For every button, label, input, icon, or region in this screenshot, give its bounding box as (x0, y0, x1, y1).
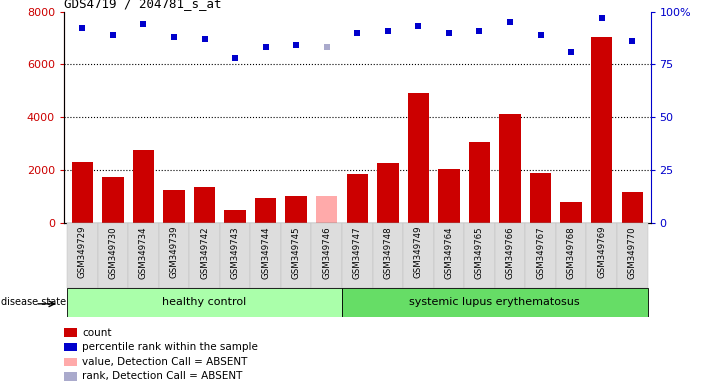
Text: GDS4719 / 204781_s_at: GDS4719 / 204781_s_at (64, 0, 222, 10)
Bar (499, 114, 520, 223)
Bar (67, 223, 97, 288)
Bar (525, 223, 556, 288)
Bar (407, 93, 429, 223)
Text: GSM349746: GSM349746 (322, 226, 331, 279)
Bar (225, 210, 246, 223)
Bar (281, 223, 311, 288)
Text: rank, Detection Call = ABSENT: rank, Detection Call = ABSENT (82, 371, 243, 381)
Text: GSM349730: GSM349730 (108, 226, 117, 279)
Bar (346, 174, 368, 223)
Bar (342, 288, 648, 317)
Text: GSM349765: GSM349765 (475, 226, 484, 279)
Text: GSM349769: GSM349769 (597, 226, 606, 278)
Bar (164, 190, 185, 223)
Text: GSM349748: GSM349748 (383, 226, 392, 279)
Bar (377, 163, 399, 223)
Bar (587, 223, 617, 288)
Bar (194, 187, 215, 223)
Bar (530, 172, 551, 223)
Text: count: count (82, 328, 112, 338)
Bar (255, 198, 277, 223)
Text: GSM349766: GSM349766 (506, 226, 515, 279)
Text: GSM349749: GSM349749 (414, 226, 423, 278)
Text: GSM349734: GSM349734 (139, 226, 148, 279)
Bar (316, 196, 338, 223)
Bar (556, 223, 587, 288)
Bar (434, 223, 464, 288)
Bar (464, 223, 495, 288)
Text: GSM349747: GSM349747 (353, 226, 362, 279)
Text: GSM349743: GSM349743 (230, 226, 240, 279)
Bar (617, 223, 648, 288)
Bar (342, 223, 373, 288)
Text: GSM349764: GSM349764 (444, 226, 454, 279)
Bar (133, 150, 154, 223)
Bar (72, 162, 93, 223)
Bar (621, 192, 643, 223)
Bar (311, 223, 342, 288)
Text: healthy control: healthy control (162, 297, 247, 308)
Text: GSM349768: GSM349768 (567, 226, 576, 279)
Bar (102, 177, 124, 223)
Bar (286, 196, 307, 223)
Text: disease state: disease state (1, 297, 66, 308)
Bar (591, 36, 612, 223)
Text: GSM349739: GSM349739 (169, 226, 178, 278)
Bar (159, 223, 189, 288)
Bar (97, 223, 128, 288)
Text: GSM349744: GSM349744 (261, 226, 270, 279)
Bar (220, 223, 250, 288)
Text: GSM349742: GSM349742 (200, 226, 209, 279)
Text: systemic lupus erythematosus: systemic lupus erythematosus (410, 297, 580, 308)
Text: GSM349767: GSM349767 (536, 226, 545, 279)
Bar (469, 142, 490, 223)
Bar (495, 223, 525, 288)
Bar (67, 288, 342, 317)
Text: percentile rank within the sample: percentile rank within the sample (82, 342, 258, 352)
Text: GSM349745: GSM349745 (292, 226, 301, 279)
Text: value, Detection Call = ABSENT: value, Detection Call = ABSENT (82, 357, 248, 367)
Bar (373, 223, 403, 288)
Bar (250, 223, 281, 288)
Text: GSM349729: GSM349729 (77, 226, 87, 278)
Bar (128, 223, 159, 288)
Bar (560, 202, 582, 223)
Bar (189, 223, 220, 288)
Text: GSM349770: GSM349770 (628, 226, 637, 279)
Bar (438, 169, 459, 223)
Bar (403, 223, 434, 288)
